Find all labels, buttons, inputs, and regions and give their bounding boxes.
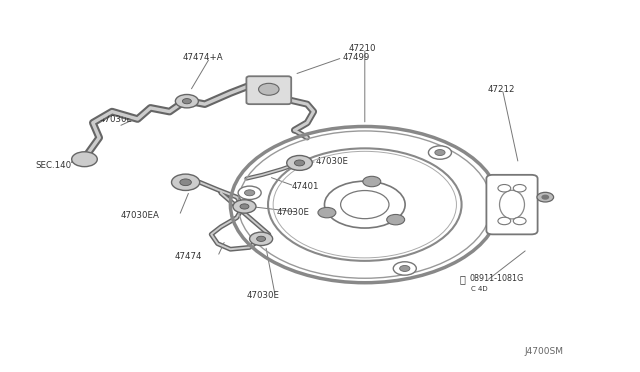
Text: 47474+A: 47474+A <box>183 53 223 62</box>
Circle shape <box>287 155 312 170</box>
Text: 47030EA: 47030EA <box>120 211 159 220</box>
Circle shape <box>257 236 266 241</box>
Text: 47030E: 47030E <box>99 115 132 124</box>
Text: J4700SM: J4700SM <box>525 347 564 356</box>
Circle shape <box>318 208 336 218</box>
Circle shape <box>513 217 526 225</box>
Circle shape <box>233 200 256 213</box>
Text: 08911-1081G: 08911-1081G <box>469 274 524 283</box>
Circle shape <box>175 94 198 108</box>
Circle shape <box>393 262 416 275</box>
Text: 47212: 47212 <box>488 85 515 94</box>
Circle shape <box>498 185 511 192</box>
Circle shape <box>240 204 249 209</box>
Circle shape <box>387 214 404 225</box>
Circle shape <box>182 99 191 104</box>
Text: 47030E: 47030E <box>316 157 349 166</box>
Circle shape <box>399 266 410 272</box>
Text: SEC.140: SEC.140 <box>35 161 71 170</box>
Circle shape <box>250 232 273 246</box>
Circle shape <box>172 174 200 190</box>
Circle shape <box>428 146 451 159</box>
Circle shape <box>435 150 445 155</box>
FancyBboxPatch shape <box>246 76 291 104</box>
Text: 47210: 47210 <box>349 44 376 53</box>
Circle shape <box>542 195 548 199</box>
Text: 47030E: 47030E <box>276 208 310 217</box>
Circle shape <box>180 179 191 186</box>
FancyBboxPatch shape <box>486 175 538 234</box>
Circle shape <box>259 83 279 95</box>
Text: 47401: 47401 <box>291 182 319 190</box>
Text: 47499: 47499 <box>342 53 370 62</box>
Text: 47030E: 47030E <box>246 291 280 300</box>
Circle shape <box>363 176 381 187</box>
Text: 47474: 47474 <box>174 252 202 261</box>
Circle shape <box>294 160 305 166</box>
Circle shape <box>498 217 511 225</box>
Circle shape <box>244 190 255 196</box>
Text: Ⓝ: Ⓝ <box>460 274 465 284</box>
Circle shape <box>238 186 261 199</box>
Circle shape <box>537 192 554 202</box>
Circle shape <box>72 152 97 167</box>
Circle shape <box>513 185 526 192</box>
Text: C 4D: C 4D <box>471 286 488 292</box>
